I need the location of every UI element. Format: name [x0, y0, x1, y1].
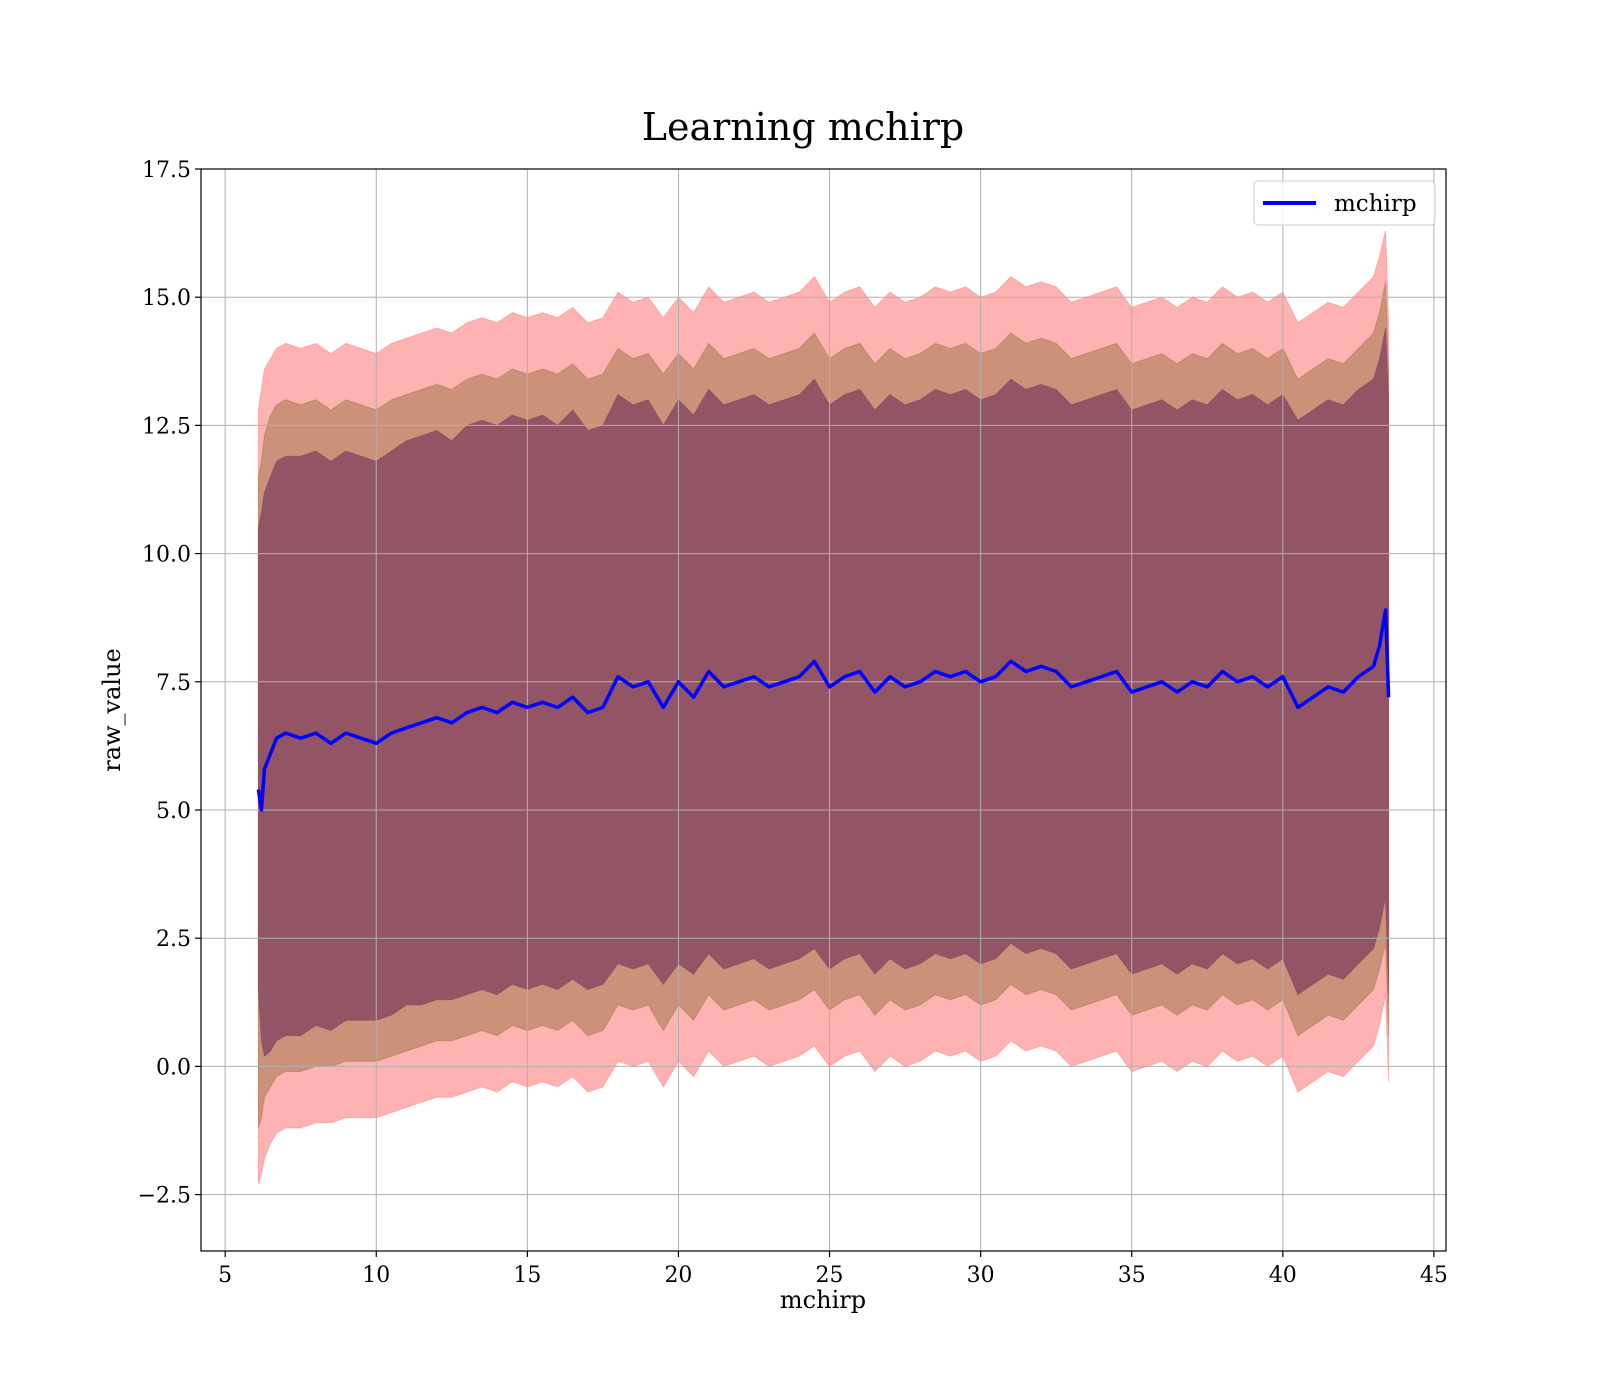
y-tick-label: 2.5: [156, 927, 191, 952]
mean-line-group: [256, 608, 1391, 812]
y-tick-label: 17.5: [142, 158, 191, 183]
x-tick-label: 5: [218, 1263, 232, 1288]
y-axis: −2.5 0.0 2.5 5.0 7.5 10.0 12.5 15.0 17.5: [138, 158, 201, 1209]
y-axis-label: raw_value: [98, 648, 126, 772]
y-tick-label: 10.0: [142, 543, 191, 568]
y-tick-label: 0.0: [156, 1055, 191, 1080]
x-tick-label: 10: [362, 1263, 390, 1288]
x-tick-label: 15: [513, 1263, 541, 1288]
legend-box: [1253, 180, 1436, 226]
series-line-mchirp: [256, 608, 1391, 812]
x-tick-label: 35: [1118, 1263, 1146, 1288]
y-tick-label: 5.0: [156, 799, 191, 824]
y-tick-label: 15.0: [142, 286, 191, 311]
x-tick-label: 25: [816, 1263, 844, 1288]
x-axis: 5 10 15 20 25 30 35 40 45: [218, 1251, 1448, 1288]
chart-title: Learning mchirp: [642, 105, 964, 149]
plot-area: [200, 168, 1447, 1252]
y-tick-label: 12.5: [142, 414, 191, 439]
legend-label-mchirp: mchirp: [1334, 191, 1417, 217]
band-1sd: [257, 327, 1390, 1058]
y-tick-label: −2.5: [138, 1184, 191, 1209]
plot-frame: [200, 168, 1447, 1252]
x-tick-label: 30: [967, 1263, 995, 1288]
y-tick-label: 7.5: [156, 671, 191, 696]
legend: mchirp: [1253, 180, 1436, 226]
confidence-bands: [257, 230, 1390, 1185]
x-axis-label: mchirp: [780, 1286, 866, 1314]
x-tick-label: 20: [664, 1263, 692, 1288]
x-tick-label: 45: [1420, 1263, 1448, 1288]
x-tick-label: 40: [1269, 1263, 1297, 1288]
